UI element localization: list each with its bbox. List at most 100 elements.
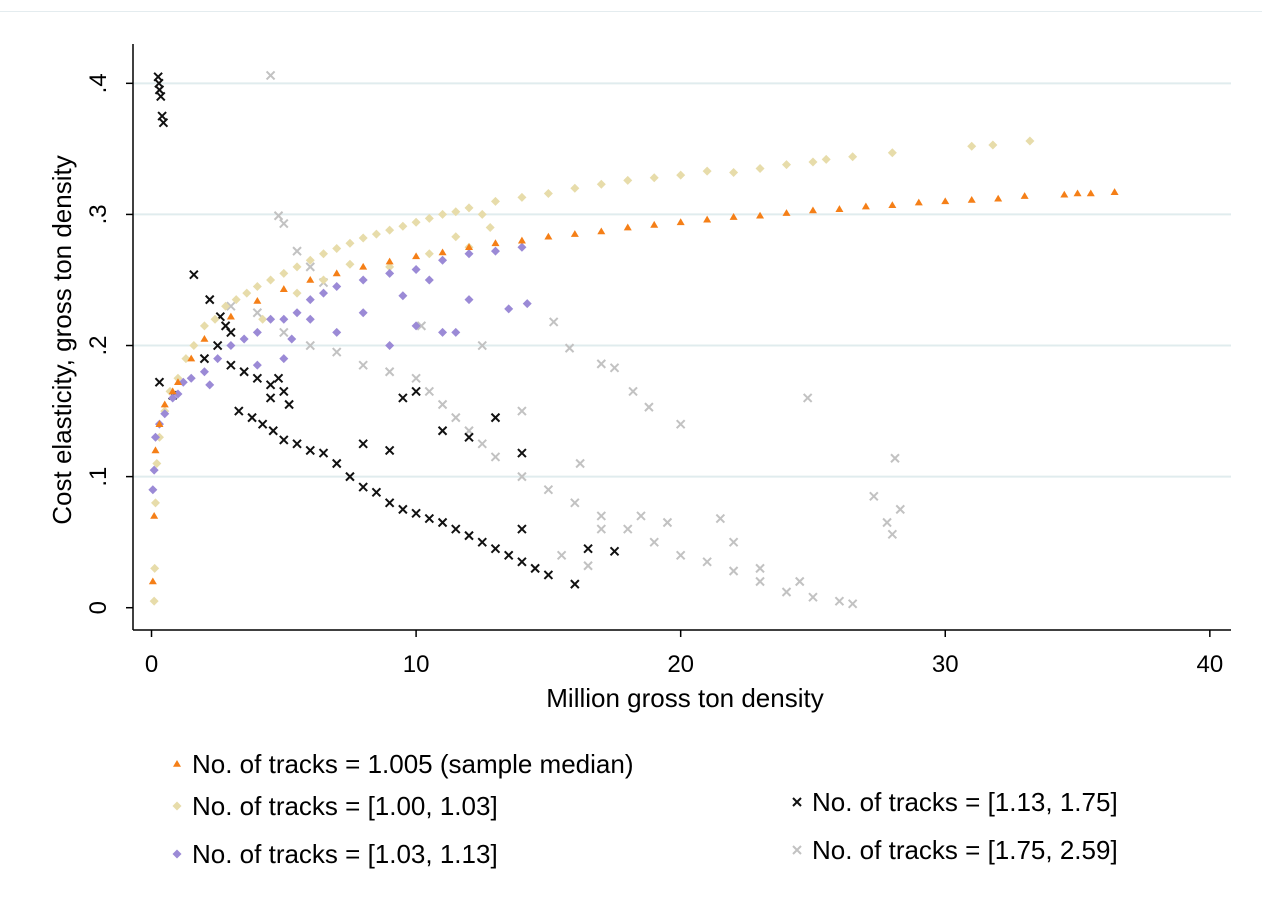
data-point — [649, 537, 659, 547]
data-point — [755, 576, 765, 587]
data-point — [623, 175, 633, 185]
data-point — [941, 197, 950, 205]
y-tick-label: .2 — [85, 336, 112, 356]
data-point — [451, 207, 461, 217]
data-point — [895, 504, 905, 515]
data-point — [477, 439, 487, 449]
legend-marker — [172, 849, 182, 859]
data-point — [583, 561, 593, 571]
data-point — [205, 294, 215, 305]
data-point — [173, 389, 183, 399]
legend-item: No. of tracks = [1.75, 2.59] — [792, 835, 1118, 865]
data-point — [967, 196, 976, 203]
data-point — [149, 596, 159, 606]
data-point — [437, 426, 448, 436]
data-point — [150, 498, 160, 508]
data-point — [168, 393, 178, 403]
data-point — [151, 446, 160, 454]
data-point — [152, 459, 162, 469]
data-point — [279, 354, 289, 364]
data-point — [279, 314, 289, 324]
data-point — [490, 246, 500, 256]
data-point — [239, 367, 249, 377]
series-1 — [149, 136, 1035, 606]
data-point — [782, 160, 792, 170]
data-point — [503, 550, 514, 560]
data-point — [821, 154, 831, 164]
data-point — [887, 529, 898, 540]
data-point — [490, 412, 501, 423]
data-point — [451, 524, 461, 534]
data-points — [148, 70, 1119, 609]
data-point — [411, 321, 421, 331]
y-axis-title: Cost elasticity, gross ton density — [47, 155, 77, 524]
data-point — [279, 435, 289, 445]
data-point — [358, 482, 368, 492]
data-point — [517, 406, 527, 416]
data-point — [609, 363, 620, 373]
data-point — [451, 327, 461, 337]
data-point — [247, 412, 257, 423]
data-point — [451, 412, 461, 423]
x-tick-label: 10 — [403, 651, 430, 678]
data-point — [847, 599, 858, 609]
data-point — [252, 308, 263, 318]
data-point — [234, 406, 244, 416]
data-point — [252, 282, 262, 292]
data-point — [332, 244, 342, 254]
data-point — [477, 340, 487, 351]
data-point — [676, 218, 685, 226]
data-point — [556, 550, 567, 560]
grid-lines — [133, 82, 1231, 478]
legend-label: No. of tracks = 1.005 (sample median) — [192, 749, 633, 779]
data-point — [504, 304, 514, 314]
data-point — [358, 275, 368, 285]
data-point — [424, 386, 435, 397]
data-point — [221, 301, 231, 311]
data-point — [148, 577, 157, 585]
data-point — [517, 524, 527, 534]
data-point — [148, 485, 158, 495]
data-point — [266, 314, 276, 324]
data-point — [189, 341, 199, 351]
data-point — [279, 268, 289, 278]
data-point — [411, 264, 421, 274]
data-point — [522, 299, 532, 309]
data-point — [465, 243, 474, 250]
data-point — [284, 399, 294, 410]
x-tick-label: 40 — [1196, 651, 1223, 678]
data-point — [451, 232, 461, 242]
data-point — [729, 213, 738, 220]
data-point — [411, 508, 421, 519]
data-point — [150, 432, 160, 442]
data-point — [266, 275, 276, 285]
data-point — [416, 321, 427, 331]
data-point — [650, 220, 659, 228]
data-point — [424, 213, 434, 223]
axes: 0 .1 .2 .3 .4 0 10 20 30 40 — [85, 44, 1231, 678]
data-point — [517, 471, 527, 482]
data-point — [544, 232, 553, 240]
series-4 — [226, 70, 905, 609]
data-point — [596, 511, 607, 521]
data-point — [888, 201, 897, 209]
data-point — [424, 275, 434, 285]
data-point — [156, 91, 166, 102]
data-point — [199, 353, 210, 364]
data-point — [411, 217, 421, 227]
data-point — [808, 157, 818, 167]
data-point — [292, 246, 302, 256]
data-point — [200, 334, 209, 342]
series-0 — [148, 188, 1119, 585]
data-point — [239, 334, 249, 344]
data-point — [150, 563, 160, 573]
data-point — [438, 209, 448, 219]
data-point — [517, 236, 526, 244]
legend-item: No. of tracks = [1.03, 1.13] — [172, 839, 498, 869]
data-point — [728, 566, 739, 576]
data-point — [226, 301, 236, 311]
data-point — [914, 198, 923, 206]
data-point — [575, 458, 585, 469]
data-point — [226, 312, 235, 320]
data-point — [385, 341, 395, 351]
